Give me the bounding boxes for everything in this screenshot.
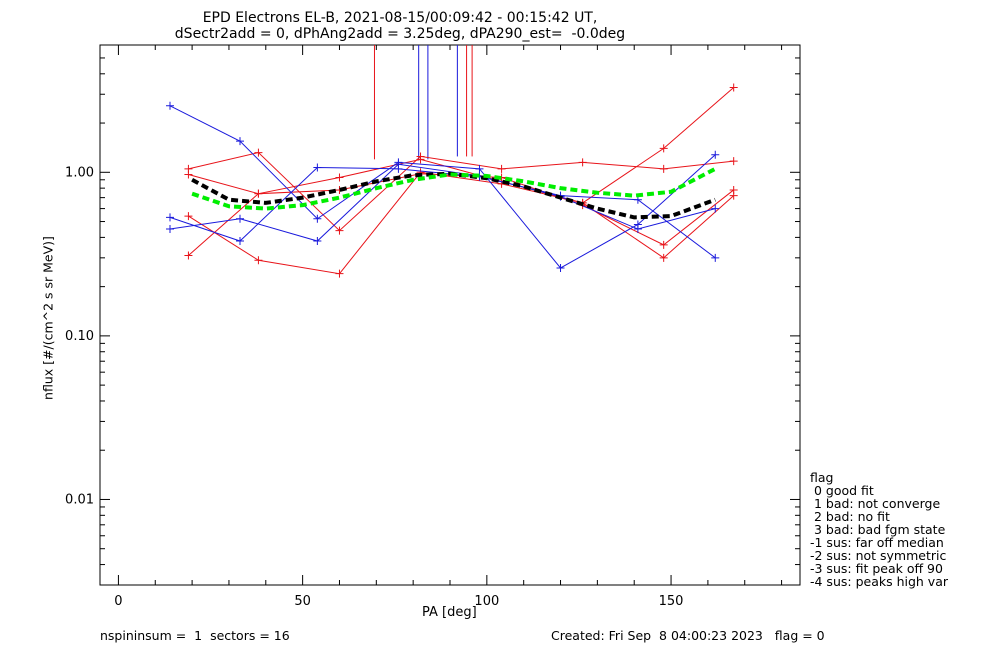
data-point bbox=[659, 240, 668, 249]
data-point bbox=[659, 144, 668, 153]
legend-item: -2 sus: not symmetric bbox=[810, 548, 947, 563]
blue-data-series bbox=[169, 105, 716, 269]
data-point bbox=[711, 204, 720, 213]
x-tick-label: 0 bbox=[114, 594, 122, 609]
data-point bbox=[711, 150, 720, 159]
legend-item: 0 good fit bbox=[810, 483, 874, 498]
data-point bbox=[729, 83, 738, 92]
y-tick-label: 1.00 bbox=[65, 165, 94, 180]
red-data-series bbox=[188, 152, 734, 232]
data-point bbox=[184, 251, 193, 260]
data-point bbox=[633, 225, 642, 234]
data-point bbox=[729, 157, 738, 166]
footer-left-info: nspininsum = 1 sectors = 16 bbox=[100, 628, 290, 643]
x-axis-label: PA [deg] bbox=[422, 605, 477, 620]
data-point bbox=[394, 160, 403, 169]
x-tick-label: 50 bbox=[294, 594, 311, 609]
y-axis-label: nflux [#/(cm^2 s sr MeV)] bbox=[40, 236, 56, 400]
data-point bbox=[556, 263, 565, 272]
legend-item: 3 bad: bad fgm state bbox=[810, 522, 946, 537]
data-point bbox=[313, 214, 322, 223]
footer-right-info: Created: Fri Sep 8 04:00:23 2023 flag = … bbox=[551, 628, 825, 643]
legend-item: 2 bad: no fit bbox=[810, 509, 890, 524]
red-data-series bbox=[188, 171, 735, 275]
black-fit-curve bbox=[191, 171, 716, 220]
data-point bbox=[184, 170, 193, 179]
data-point bbox=[335, 173, 344, 182]
data-point bbox=[254, 256, 263, 265]
data-point bbox=[166, 101, 174, 110]
data-point bbox=[254, 189, 263, 198]
data-point bbox=[475, 164, 484, 173]
data-point bbox=[166, 213, 174, 222]
legend-item: -1 sus: far off median bbox=[810, 535, 944, 550]
y-tick-label: 0.01 bbox=[65, 492, 94, 507]
data-point bbox=[659, 253, 668, 262]
legend-item: -4 sus: peaks high var bbox=[810, 574, 949, 589]
data-point bbox=[184, 212, 193, 221]
legend-title: flag bbox=[810, 470, 834, 485]
data-point bbox=[578, 158, 587, 167]
data-point bbox=[313, 237, 322, 246]
data-point bbox=[254, 148, 263, 157]
y-tick-label: 0.10 bbox=[65, 329, 94, 344]
legend-item: -3 sus: fit peak off 90 bbox=[810, 561, 943, 576]
data-point bbox=[236, 214, 244, 223]
data-point bbox=[497, 164, 506, 173]
data-point bbox=[313, 163, 322, 172]
data-point bbox=[335, 226, 344, 235]
legend-item: 1 bad: not converge bbox=[810, 496, 941, 511]
data-point bbox=[335, 269, 344, 278]
chart-title-line-2: dSectr2add = 0, dPhAng2add = 3.25deg, dP… bbox=[174, 26, 626, 42]
x-tick-label: 150 bbox=[659, 594, 684, 609]
data-point bbox=[416, 155, 425, 164]
data-point bbox=[711, 253, 720, 262]
data-point bbox=[236, 237, 244, 246]
plot-frame bbox=[99, 44, 801, 586]
red-data-series bbox=[188, 87, 735, 256]
data-point bbox=[729, 185, 738, 194]
data-point bbox=[659, 164, 668, 173]
chart-title-line-1: EPD Electrons EL-B, 2021-08-15/00:09:42 … bbox=[202, 10, 598, 26]
blue-data-series bbox=[169, 163, 716, 242]
data-point bbox=[166, 225, 174, 234]
blue-data-series bbox=[169, 166, 716, 259]
x-tick-label: 100 bbox=[474, 594, 499, 609]
green-fit-curve bbox=[191, 167, 717, 211]
data-point bbox=[236, 137, 244, 146]
